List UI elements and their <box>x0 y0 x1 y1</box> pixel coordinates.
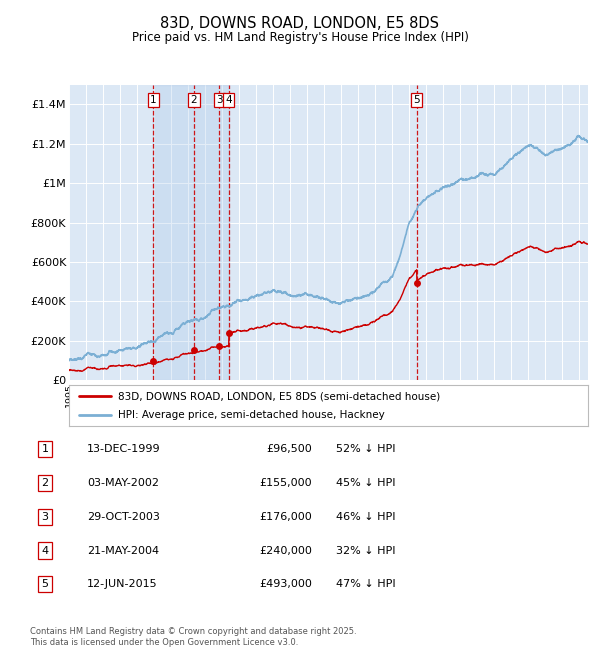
Text: 21-MAY-2004: 21-MAY-2004 <box>87 545 159 556</box>
Text: HPI: Average price, semi-detached house, Hackney: HPI: Average price, semi-detached house,… <box>118 410 385 420</box>
Text: 1: 1 <box>150 95 157 105</box>
Text: 32% ↓ HPI: 32% ↓ HPI <box>336 545 395 556</box>
Text: £155,000: £155,000 <box>259 478 312 488</box>
Text: £240,000: £240,000 <box>259 545 312 556</box>
Text: £176,000: £176,000 <box>259 512 312 522</box>
Text: £493,000: £493,000 <box>259 579 312 590</box>
Text: 3: 3 <box>41 512 49 522</box>
Text: 5: 5 <box>413 95 420 105</box>
Bar <box>154 84 229 380</box>
Text: 29-OCT-2003: 29-OCT-2003 <box>87 512 160 522</box>
Text: 4: 4 <box>226 95 232 105</box>
Text: Price paid vs. HM Land Registry's House Price Index (HPI): Price paid vs. HM Land Registry's House … <box>131 31 469 44</box>
Text: £96,500: £96,500 <box>266 444 312 454</box>
Text: 4: 4 <box>41 545 49 556</box>
Text: 12-JUN-2015: 12-JUN-2015 <box>87 579 158 590</box>
Text: 45% ↓ HPI: 45% ↓ HPI <box>336 478 395 488</box>
Text: 83D, DOWNS ROAD, LONDON, E5 8DS (semi-detached house): 83D, DOWNS ROAD, LONDON, E5 8DS (semi-de… <box>118 391 440 401</box>
Text: 46% ↓ HPI: 46% ↓ HPI <box>336 512 395 522</box>
Text: 52% ↓ HPI: 52% ↓ HPI <box>336 444 395 454</box>
Text: Contains HM Land Registry data © Crown copyright and database right 2025.
This d: Contains HM Land Registry data © Crown c… <box>30 627 356 647</box>
Text: 2: 2 <box>191 95 197 105</box>
Text: 3: 3 <box>216 95 223 105</box>
Text: 5: 5 <box>41 579 49 590</box>
Text: 03-MAY-2002: 03-MAY-2002 <box>87 478 159 488</box>
Text: 2: 2 <box>41 478 49 488</box>
Text: 83D, DOWNS ROAD, LONDON, E5 8DS: 83D, DOWNS ROAD, LONDON, E5 8DS <box>161 16 439 31</box>
Text: 1: 1 <box>41 444 49 454</box>
Text: 13-DEC-1999: 13-DEC-1999 <box>87 444 161 454</box>
Text: 47% ↓ HPI: 47% ↓ HPI <box>336 579 395 590</box>
